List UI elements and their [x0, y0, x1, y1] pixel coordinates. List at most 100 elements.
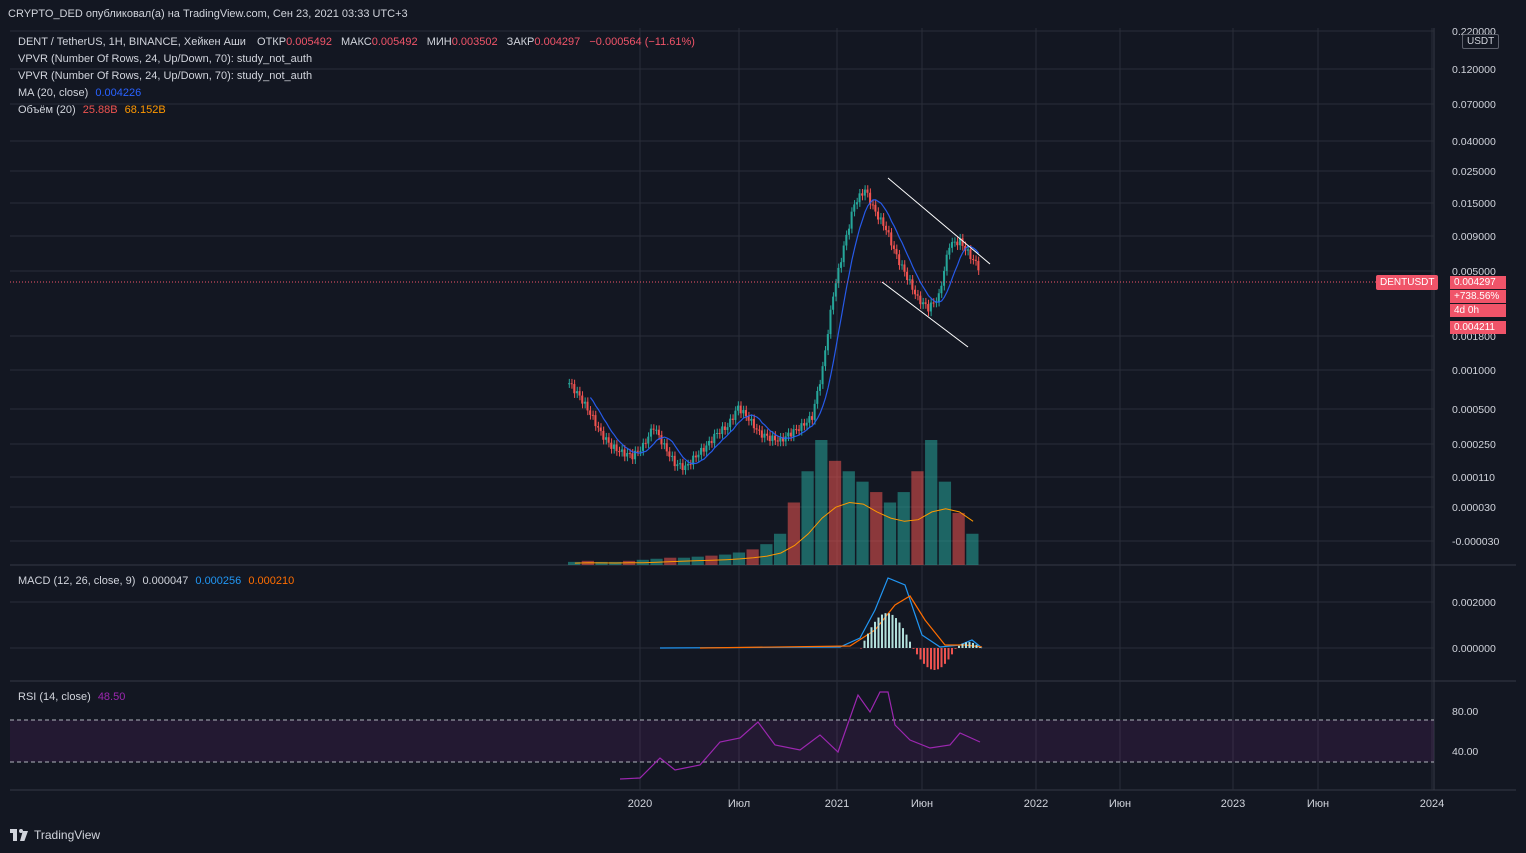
candle-body	[573, 384, 576, 394]
trendline-lower	[881, 281, 969, 348]
candle-body	[771, 435, 774, 442]
candle-body	[760, 430, 763, 438]
candle-body	[869, 192, 872, 205]
y-tick-label: 0.040000	[1452, 136, 1496, 148]
candle-body	[803, 423, 806, 426]
macd-hist-bar	[951, 648, 953, 655]
legend-vol-label: Объём (20)	[18, 104, 76, 116]
candle-body	[966, 249, 969, 251]
candle-body	[612, 444, 615, 449]
candle-body	[718, 432, 721, 434]
candle-body	[721, 426, 724, 434]
candle-body	[747, 416, 750, 421]
candle-body	[858, 193, 861, 203]
ma-line	[589, 199, 980, 465]
y-tick-label: 0.070000	[1452, 99, 1496, 111]
candle-body	[668, 451, 671, 457]
candle-body	[810, 416, 814, 420]
legend-vol-value2: 68.152B	[124, 104, 166, 116]
candle-body	[631, 453, 634, 460]
candle-body	[903, 264, 906, 272]
macd-hist-bar	[863, 640, 866, 648]
candle-body	[787, 432, 790, 437]
macd-hist-bar	[874, 621, 876, 648]
candle-body	[829, 309, 832, 335]
legend-close-label: ЗАКР	[506, 36, 535, 48]
macd-hist-bar	[940, 648, 943, 668]
candle-body	[684, 465, 687, 471]
macd-hist-bar	[898, 622, 901, 648]
candle-body	[805, 422, 808, 426]
candle-body	[602, 430, 605, 440]
candle-body	[652, 428, 655, 430]
candle-body	[781, 437, 784, 442]
legend-vpvr2[interactable]: VPVR (Number Of Rows, 24, Up/Down, 70): …	[18, 70, 313, 82]
legend-rsi[interactable]: RSI (14, close) 48.50	[18, 691, 125, 703]
candle-body	[913, 289, 917, 295]
candle-body	[692, 455, 695, 465]
y-tick-label: 0.220000	[1452, 28, 1496, 38]
candle-body	[853, 204, 856, 212]
candle-body	[755, 428, 758, 430]
candle-body	[734, 410, 737, 421]
macd-hist-bar	[958, 645, 960, 648]
volume-bar	[911, 471, 924, 565]
candle-body	[921, 302, 924, 305]
macd-hist-bar	[902, 628, 904, 648]
candle-body	[644, 442, 647, 444]
candle-body	[726, 427, 729, 430]
candle-body	[861, 193, 864, 196]
candle-body	[795, 429, 798, 431]
candle-body	[591, 414, 594, 416]
candle-body	[908, 279, 911, 281]
candle-body	[950, 242, 953, 248]
legend-symbol[interactable]: DENT / TetherUS, 1H, BINANCE, Хейкен Аши	[18, 36, 246, 48]
volume-bar	[870, 492, 883, 565]
x-tick-label: Июн	[1307, 798, 1329, 810]
macd-hist-bar	[954, 648, 957, 649]
volume-ma-line	[574, 501, 974, 564]
y-tick-label: 0.000110	[1452, 472, 1495, 484]
main-legend: DENT / TetherUS, 1H, BINANCE, Хейкен Аши…	[18, 36, 695, 48]
legend-low: 0.003502	[451, 36, 498, 48]
macd-line	[659, 577, 983, 649]
legend-open: 0.005492	[286, 36, 332, 48]
legend-vpvr1[interactable]: VPVR (Number Of Rows, 24, Up/Down, 70): …	[18, 53, 313, 65]
legend-volume[interactable]: Объём (20) 25.88B 68.152B	[18, 104, 166, 116]
legend-rsi-label: RSI (14, close)	[18, 691, 91, 703]
macd-hist-bar	[891, 614, 894, 648]
candle-body	[739, 405, 742, 414]
volume-bar	[966, 533, 979, 565]
candle-body	[940, 285, 943, 294]
candle-body	[586, 401, 589, 411]
macd-hist-bar	[909, 641, 911, 648]
candle-body	[816, 390, 819, 404]
candle-body	[850, 211, 853, 229]
macd-hist-bar	[888, 613, 890, 648]
chart-area[interactable]: 2020 Июл 2021 Июн 2022 Июн 2023 Июн 2024 0.220000…	[10, 28, 1516, 819]
candle-body	[895, 248, 898, 255]
legend-ma[interactable]: MA (20, close) 0.004226	[18, 87, 141, 99]
volume-bar	[842, 471, 855, 565]
candle-body	[847, 228, 850, 235]
candle-body	[618, 451, 621, 453]
y-tick-label: 0.000030	[1452, 502, 1496, 514]
tradingview-logo-icon	[10, 829, 28, 841]
candle-body	[715, 432, 718, 434]
axis-unit-button[interactable]: USDT	[1462, 34, 1500, 49]
tradingview-brand[interactable]: TradingView	[10, 828, 100, 842]
candle-body	[615, 444, 618, 452]
chart-svg[interactable]: 2020 Июл 2021 Июн 2022 Июн 2023 Июн 2024 0.220000…	[10, 28, 1516, 819]
candle-body	[863, 189, 866, 196]
candle-body	[884, 225, 887, 231]
candle-body	[710, 440, 713, 444]
y-tick-label: 0.005000	[1452, 266, 1496, 278]
candle-body	[649, 428, 652, 437]
legend-macd[interactable]: MACD (12, 26, close, 9) 0.000047 0.00025…	[18, 575, 294, 587]
candle-body	[639, 450, 642, 452]
candle-body	[697, 454, 700, 458]
candle-body	[916, 294, 919, 296]
candle-body	[768, 435, 771, 442]
candle-body	[723, 426, 726, 430]
macd-hist-bar	[961, 643, 964, 648]
